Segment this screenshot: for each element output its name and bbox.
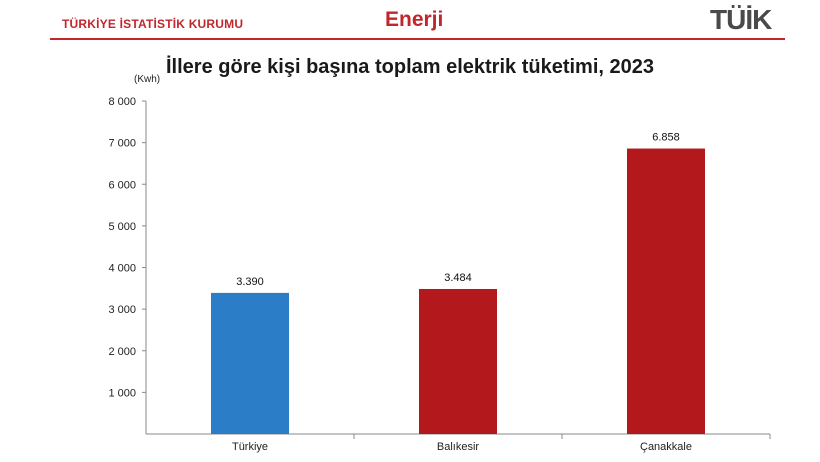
tuik-logo: TÜİK xyxy=(710,4,772,35)
y-tick-label: 5 000 xyxy=(108,221,136,233)
y-tick-label: 3 000 xyxy=(108,304,136,316)
data-label: 6.858 xyxy=(652,132,680,144)
bar-2 xyxy=(419,288,497,434)
bar-1 xyxy=(211,292,289,434)
y-tick-label: 2 000 xyxy=(108,346,136,358)
x-category-label: Türkiye xyxy=(232,441,268,453)
section-title: Enerji xyxy=(385,8,444,31)
data-label: 3.484 xyxy=(444,272,472,284)
data-label: 3.390 xyxy=(236,276,264,288)
bar-3 xyxy=(627,148,705,434)
y-tick-label: 6 000 xyxy=(108,179,136,191)
y-axis-unit: (Kwh) xyxy=(134,74,161,85)
x-category-label: Çanakkale xyxy=(640,441,692,453)
y-tick-label: 8 000 xyxy=(108,96,136,108)
header-divider xyxy=(50,38,785,40)
y-tick-label: 7 000 xyxy=(108,138,136,150)
organization-name: TÜRKİYE İSTATİSTİK KURUMU xyxy=(62,17,244,31)
x-category-label: Balıkesir xyxy=(437,441,480,453)
chart-title: İllere göre kişi başına toplam elektrik … xyxy=(166,56,654,78)
header-bar: TÜRKİYE İSTATİSTİK KURUMU Enerji TÜİK xyxy=(0,0,820,40)
y-tick-label: 4 000 xyxy=(108,263,136,275)
y-tick-label: 1 000 xyxy=(108,387,136,399)
